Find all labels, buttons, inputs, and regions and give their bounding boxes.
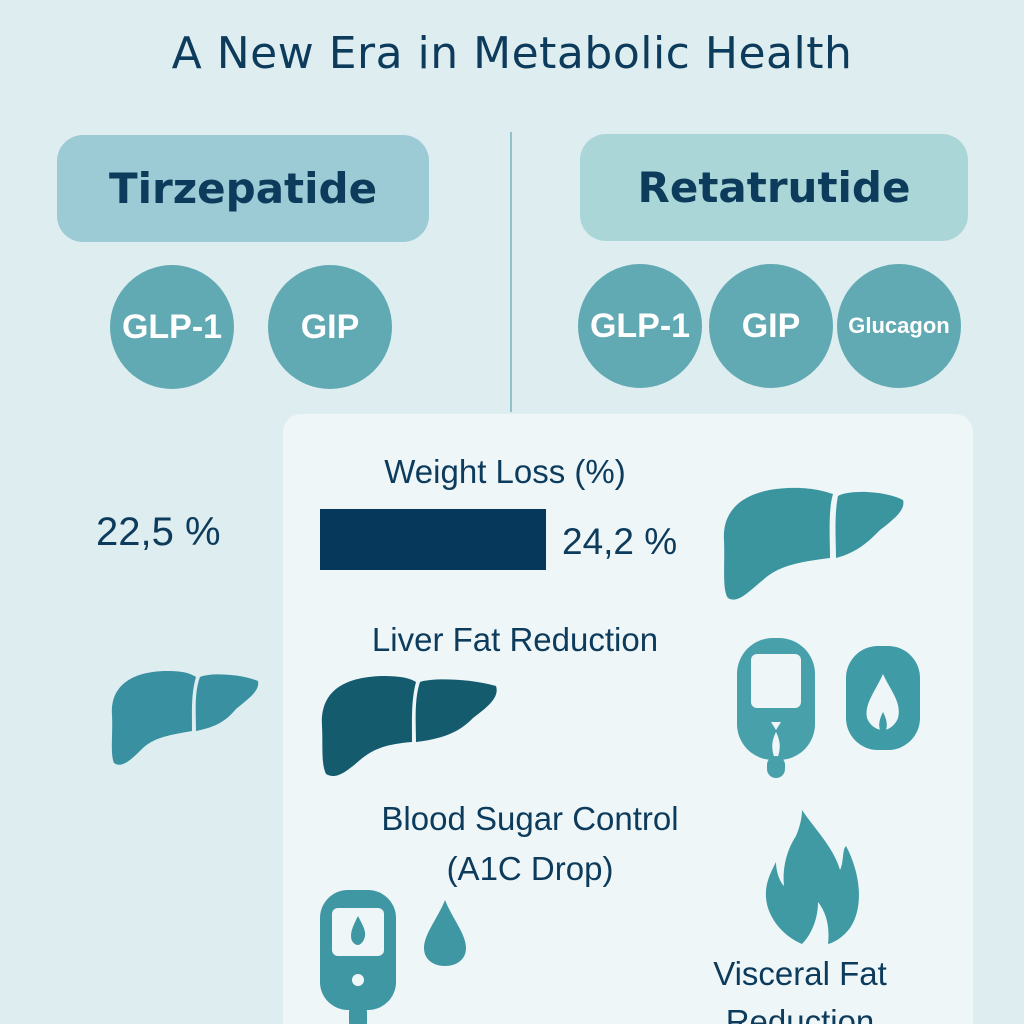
flame-icon bbox=[762, 808, 862, 946]
weight-loss-label: Weight Loss (%) bbox=[384, 453, 626, 490]
receptor-label: GIP bbox=[300, 307, 360, 346]
receptor-badge-glp1: GLP-1 bbox=[578, 264, 702, 388]
weight-loss-bar bbox=[320, 509, 546, 570]
liver-icon bbox=[718, 480, 908, 605]
blood-sugar-label-line2: (A1C Drop) bbox=[446, 850, 614, 887]
receptor-badge-glp1: GLP-1 bbox=[110, 265, 234, 389]
receptor-badge-gip: GIP bbox=[709, 264, 833, 388]
blood-sugar-label-line1: Blood Sugar Control bbox=[381, 800, 679, 837]
retatrutide-weight-loss-value: 24,2 % bbox=[562, 521, 678, 562]
drug-label-retatrutide: Retatrutide bbox=[580, 134, 968, 241]
liver-fat-label: Liver Fat Reduction bbox=[371, 621, 659, 658]
receptor-label: Glucagon bbox=[848, 313, 950, 338]
receptor-label: GIP bbox=[741, 306, 801, 345]
drug-name: Tirzepatide bbox=[108, 164, 378, 213]
flame-badge-icon bbox=[846, 646, 920, 750]
visceral-fat-label-line2: Reduction bbox=[725, 1003, 875, 1024]
drug-label-tirzepatide: Tirzepatide bbox=[57, 135, 429, 242]
liver-icon bbox=[318, 672, 503, 780]
visceral-fat-label-line1: Visceral Fat bbox=[713, 955, 887, 992]
receptor-label: GLP-1 bbox=[121, 307, 223, 346]
page-title: A New Era in Metabolic Health bbox=[171, 28, 853, 79]
glucose-meter-icon bbox=[737, 638, 815, 780]
receptor-label: GLP-1 bbox=[589, 306, 691, 345]
receptor-badge-glucagon: Glucagon bbox=[837, 264, 961, 388]
tirzepatide-weight-loss-value: 22,5 % bbox=[96, 510, 221, 554]
receptor-badge-gip: GIP bbox=[268, 265, 392, 389]
drug-name: Retatrutide bbox=[637, 163, 911, 212]
liver-icon bbox=[108, 665, 263, 770]
column-divider bbox=[510, 132, 512, 412]
glucose-meter-icon bbox=[320, 890, 396, 1024]
blood-drop-icon bbox=[422, 898, 468, 968]
